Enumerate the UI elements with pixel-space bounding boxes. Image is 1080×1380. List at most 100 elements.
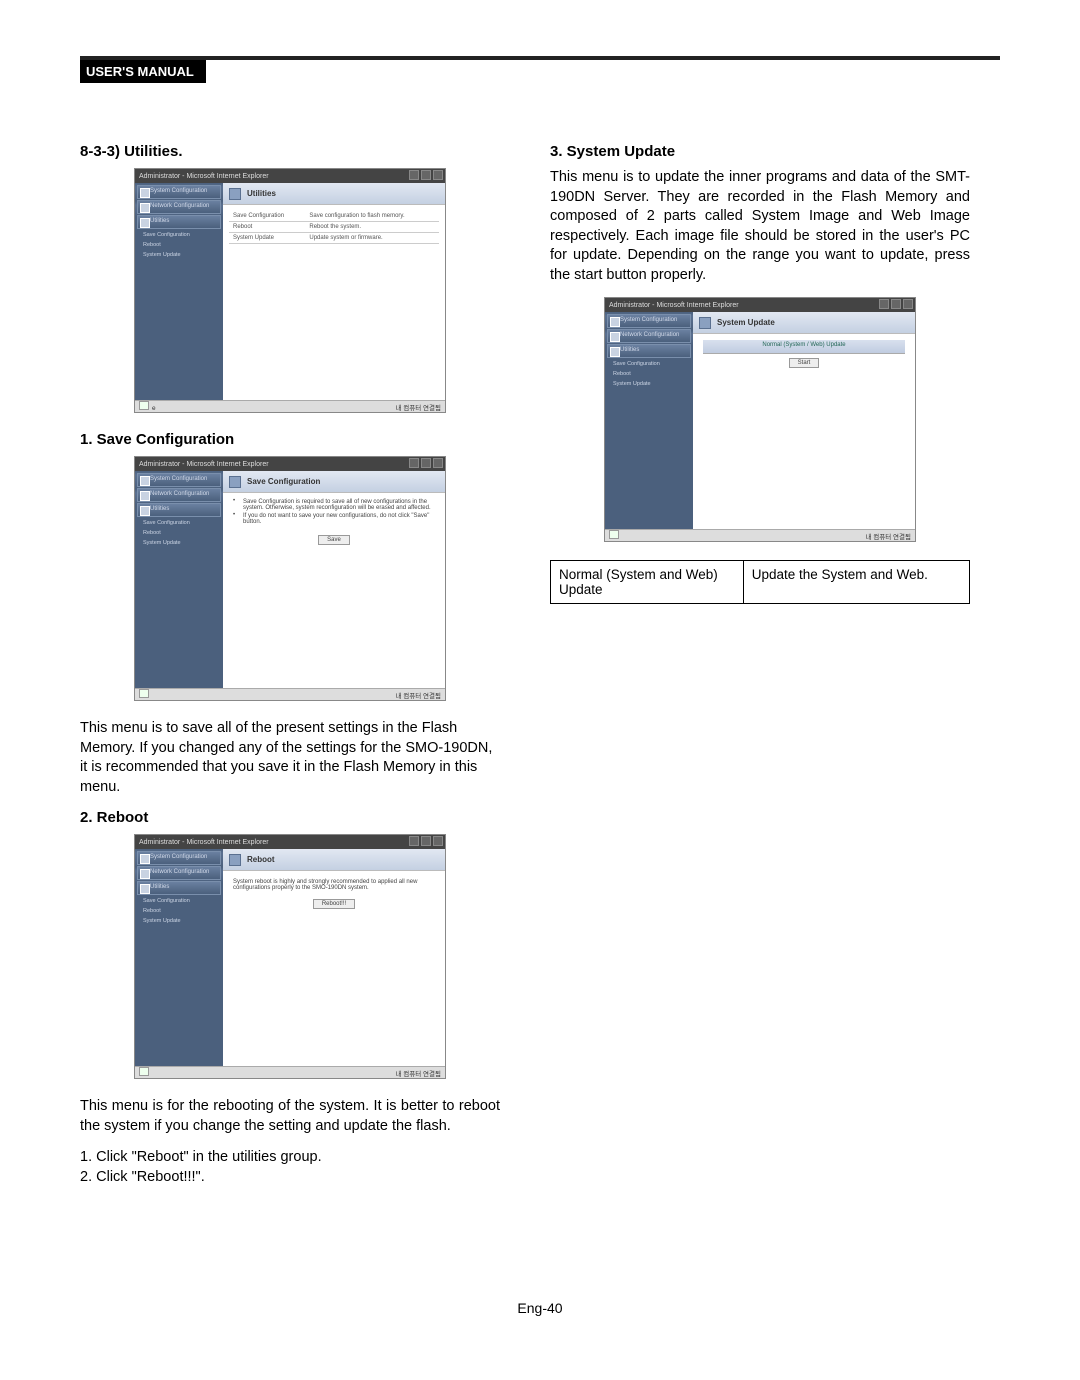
panel-header: Utilities xyxy=(223,183,445,205)
close-icon[interactable] xyxy=(903,299,913,309)
max-icon[interactable] xyxy=(891,299,901,309)
util-cell[interactable]: System Update xyxy=(229,233,305,244)
sidebar-sub-save[interactable]: Save Configuration xyxy=(137,518,221,528)
reboot-text: System reboot is highly and strongly rec… xyxy=(229,877,439,899)
panel-title: Save Configuration xyxy=(247,477,320,486)
panel-title: Utilities xyxy=(247,189,276,198)
save-conf-title: 1. Save Configuration xyxy=(80,431,500,448)
sidebar-item-utilities[interactable]: Utilities xyxy=(137,881,221,895)
sidebar-sub-reboot[interactable]: Reboot xyxy=(137,528,221,538)
save-bullet-1: Save Configuration is required to save a… xyxy=(229,499,439,511)
ie-titlebar: Administrator - Microsoft Internet Explo… xyxy=(135,835,445,849)
close-icon[interactable] xyxy=(433,170,443,180)
panel-header: System Update xyxy=(693,312,915,334)
status-right: 내 컴퓨터 연결됨 xyxy=(396,402,441,412)
utilities-table: Save ConfigurationSave configuration to … xyxy=(229,211,439,244)
reboot-step-2: 2. Click "Reboot!!!". xyxy=(80,1168,500,1188)
sidebar-item-network[interactable]: Network Configuration xyxy=(137,200,221,214)
sysupdate-title: 3. System Update xyxy=(550,143,970,160)
sidebar-item-utilities[interactable]: Utilities xyxy=(137,503,221,517)
sidebar-sub-reboot[interactable]: Reboot xyxy=(137,240,221,250)
page-number: Eng-40 xyxy=(80,1300,1000,1316)
update-mode-desc: Update the System and Web. xyxy=(743,561,969,604)
panel-icon xyxy=(229,854,241,866)
sidebar-sub-update[interactable]: System Update xyxy=(137,250,221,260)
screenshot-update: Administrator - Microsoft Internet Explo… xyxy=(604,297,916,542)
sidebar-item-network[interactable]: Network Configuration xyxy=(137,866,221,880)
sidebar-sub-update[interactable]: System Update xyxy=(137,538,221,548)
panel-header: Save Configuration xyxy=(223,471,445,493)
start-button[interactable]: Start xyxy=(789,358,820,368)
reboot-body: This menu is for the rebooting of the sy… xyxy=(80,1097,500,1136)
status-right: 내 컴퓨터 연결됨 xyxy=(396,690,441,700)
right-column: 3. System Update This menu is to update … xyxy=(550,143,970,1188)
status-left: e xyxy=(152,405,156,412)
sidebar-item-network[interactable]: Network Configuration xyxy=(607,329,691,343)
ie-titlebar: Administrator - Microsoft Internet Explo… xyxy=(605,298,915,312)
close-icon[interactable] xyxy=(433,458,443,468)
update-mode-name: Normal (System and Web) Update xyxy=(551,561,744,604)
screenshot-utilities: Administrator - Microsoft Internet Explo… xyxy=(134,168,446,413)
panel-icon xyxy=(229,476,241,488)
admin-sidebar: System Configuration Network Configurati… xyxy=(135,183,223,401)
panel-title: Reboot xyxy=(247,855,275,864)
save-conf-body: This menu is to save all of the present … xyxy=(80,719,500,797)
status-bar: 내 컴퓨터 연결됨 xyxy=(135,1066,445,1078)
sidebar-item-system[interactable]: System Configuration xyxy=(137,473,221,487)
min-icon[interactable] xyxy=(879,299,889,309)
admin-sidebar: System Configuration Network Configurati… xyxy=(135,849,223,1067)
sidebar-sub-save[interactable]: Save Configuration xyxy=(137,896,221,906)
reboot-steps: 1. Click "Reboot" in the utilities group… xyxy=(80,1148,500,1187)
manual-page: USER'S MANUAL 8-3-3) Utilities. Administ… xyxy=(80,56,1000,1316)
status-bar: 내 컴퓨터 연결됨 xyxy=(135,688,445,700)
sidebar-sub-save[interactable]: Save Configuration xyxy=(137,230,221,240)
close-icon[interactable] xyxy=(433,836,443,846)
update-modes-table: Normal (System and Web) Update Update th… xyxy=(550,560,970,604)
sidebar-sub-reboot[interactable]: Reboot xyxy=(137,906,221,916)
sidebar-item-utilities[interactable]: Utilities xyxy=(607,344,691,358)
sidebar-item-system[interactable]: System Configuration xyxy=(137,851,221,865)
left-column: 8-3-3) Utilities. Administrator - Micros… xyxy=(80,143,500,1188)
sidebar-item-system[interactable]: System Configuration xyxy=(607,314,691,328)
ie-titlebar: Administrator - Microsoft Internet Explo… xyxy=(135,169,445,183)
util-cell[interactable]: Reboot xyxy=(229,222,305,233)
min-icon[interactable] xyxy=(409,458,419,468)
sidebar-item-network[interactable]: Network Configuration xyxy=(137,488,221,502)
panel-icon xyxy=(699,317,711,329)
min-icon[interactable] xyxy=(409,836,419,846)
reboot-button[interactable]: Reboot!!! xyxy=(313,899,355,909)
sidebar-item-utilities[interactable]: Utilities xyxy=(137,215,221,229)
ie-title: Administrator - Microsoft Internet Explo… xyxy=(609,302,739,309)
screenshot-reboot: Administrator - Microsoft Internet Explo… xyxy=(134,834,446,1079)
util-cell[interactable]: Save Configuration xyxy=(229,211,305,222)
status-right: 내 컴퓨터 연결됨 xyxy=(396,1068,441,1078)
table-row: Normal (System and Web) Update Update th… xyxy=(551,561,970,604)
ie-titlebar: Administrator - Microsoft Internet Explo… xyxy=(135,457,445,471)
status-icon xyxy=(139,1067,149,1076)
sidebar-sub-reboot[interactable]: Reboot xyxy=(607,369,691,379)
max-icon[interactable] xyxy=(421,170,431,180)
admin-sidebar: System Configuration Network Configurati… xyxy=(605,312,693,530)
save-bullet-2: If you do not want to save your new conf… xyxy=(229,513,439,525)
panel-header: Reboot xyxy=(223,849,445,871)
min-icon[interactable] xyxy=(409,170,419,180)
sidebar-sub-update[interactable]: System Update xyxy=(137,916,221,926)
ie-title: Administrator - Microsoft Internet Explo… xyxy=(139,461,269,468)
utilities-title: 8-3-3) Utilities. xyxy=(80,143,500,160)
header-bar: USER'S MANUAL xyxy=(80,60,206,83)
sidebar-sub-update[interactable]: System Update xyxy=(607,379,691,389)
max-icon[interactable] xyxy=(421,836,431,846)
status-icon xyxy=(139,401,149,410)
sysupdate-body: This menu is to update the inner program… xyxy=(550,168,970,285)
status-bar: e 내 컴퓨터 연결됨 xyxy=(135,400,445,412)
max-icon[interactable] xyxy=(421,458,431,468)
save-button[interactable]: Save xyxy=(318,535,350,545)
status-bar: 내 컴퓨터 연결됨 xyxy=(605,529,915,541)
panel-title: System Update xyxy=(717,318,775,327)
sidebar-item-system[interactable]: System Configuration xyxy=(137,185,221,199)
content-columns: 8-3-3) Utilities. Administrator - Micros… xyxy=(80,143,1000,1188)
update-bar: Normal (System / Web) Update xyxy=(703,340,905,354)
ie-title: Administrator - Microsoft Internet Explo… xyxy=(139,839,269,846)
ie-title: Administrator - Microsoft Internet Explo… xyxy=(139,173,269,180)
sidebar-sub-save[interactable]: Save Configuration xyxy=(607,359,691,369)
